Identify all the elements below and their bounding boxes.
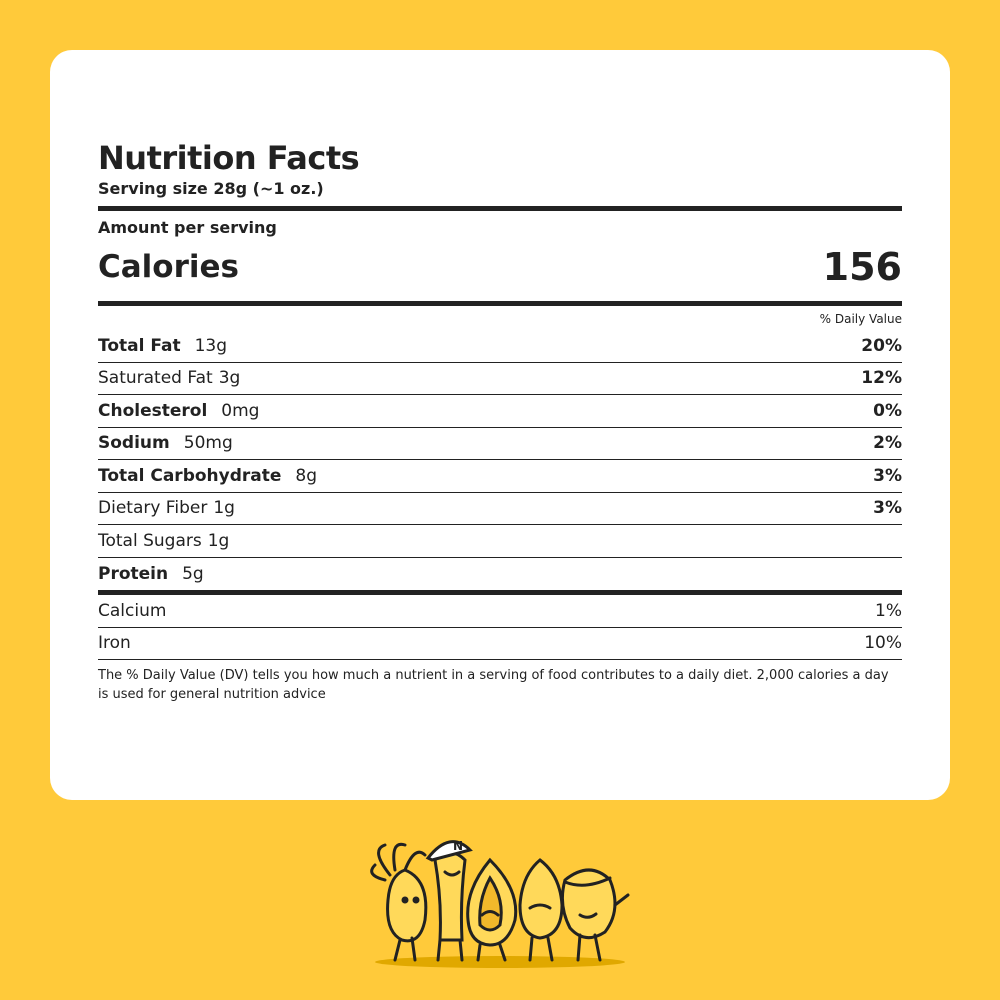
nutrient-cell: Total Sugars 1g bbox=[98, 531, 229, 551]
daily-value: 0% bbox=[873, 400, 902, 421]
nutrient-cell: Saturated Fat 3g bbox=[98, 368, 240, 388]
nutrition-label: Nutrition Facts Serving size 28g (~1 oz.… bbox=[98, 138, 902, 704]
nutrient-name: Total Sugars bbox=[98, 530, 202, 551]
daily-value: 10% bbox=[864, 633, 902, 654]
daily-value: 1% bbox=[875, 600, 902, 621]
nutrient-name: Cholesterol bbox=[98, 400, 208, 421]
nutrient-cell: Total Carbohydrate 8g bbox=[98, 466, 317, 486]
nutrients: Total Fat 13g 20% Saturated Fat 3g 12% Cholest… bbox=[98, 330, 902, 590]
minerals: Calcium 1% Iron 10% bbox=[98, 595, 902, 660]
nutrient-row: Cholesterol 0mg 0% bbox=[98, 395, 902, 428]
nutrient-name: Total Fat bbox=[98, 335, 181, 356]
mineral-row: Calcium 1% bbox=[98, 595, 902, 628]
svg-text:N: N bbox=[453, 839, 463, 853]
nutrient-amount: 8g bbox=[295, 465, 318, 486]
nutrient-row: Total Sugars 1g bbox=[98, 525, 902, 558]
nutrient-row: Protein 5g bbox=[98, 558, 902, 591]
nutrient-cell: Total Fat 13g bbox=[98, 336, 227, 356]
nutrient-amount: 13g bbox=[194, 335, 228, 356]
nutrient-cell: Protein 5g bbox=[98, 564, 204, 584]
nutrient-name: Sodium bbox=[98, 433, 170, 454]
calories-row: Calories 156 bbox=[98, 239, 902, 295]
nutrient-amount: 1g bbox=[213, 498, 235, 519]
nutrient-cell: Sodium 50mg bbox=[98, 433, 233, 453]
daily-value: 2% bbox=[873, 433, 902, 454]
nutrient-name: Protein bbox=[98, 563, 169, 584]
calories-label: Calories bbox=[98, 249, 239, 285]
footnote: The % Daily Value (DV) tells you how muc… bbox=[98, 668, 889, 702]
daily-value: 3% bbox=[873, 465, 902, 486]
nutrient-row: Dietary Fiber 1g 3% bbox=[98, 493, 902, 525]
serving-size: Serving size 28g (~1 oz.) bbox=[98, 179, 324, 198]
nutrient-cell: Dietary Fiber 1g bbox=[98, 498, 235, 518]
nutrient-cell: Cholesterol 0mg bbox=[98, 401, 259, 421]
mineral-name: Iron bbox=[98, 633, 131, 654]
nutrient-amount: 50mg bbox=[183, 433, 233, 454]
rule bbox=[98, 301, 902, 306]
nutrient-amount: 0mg bbox=[221, 400, 260, 421]
title: Nutrition Facts bbox=[98, 139, 360, 177]
nutrient-row: Sodium 50mg 2% bbox=[98, 428, 902, 460]
daily-value: 3% bbox=[873, 498, 902, 519]
nutrient-name: Total Carbohydrate bbox=[98, 465, 282, 486]
rule bbox=[98, 206, 902, 211]
calories-value: 156 bbox=[822, 245, 902, 289]
nutrient-row: Total Fat 13g 20% bbox=[98, 330, 902, 363]
mascots: N bbox=[370, 839, 630, 968]
nutrient-name: Saturated Fat bbox=[98, 368, 213, 389]
card: Nutrition Facts Serving size 28g (~1 oz.… bbox=[50, 50, 950, 800]
nutrient-amount: 5g bbox=[182, 563, 204, 584]
dv-header: % Daily Value bbox=[819, 312, 902, 326]
nutrient-amount: 3g bbox=[218, 368, 241, 389]
nutrient-amount: 1g bbox=[207, 530, 230, 551]
amount-per-serving: Amount per serving bbox=[98, 218, 277, 237]
daily-value: 20% bbox=[861, 335, 902, 356]
daily-value: 12% bbox=[861, 368, 902, 389]
nutrient-row: Saturated Fat 3g 12% bbox=[98, 363, 902, 395]
nutrient-name: Dietary Fiber bbox=[98, 498, 208, 519]
mascot-group: N bbox=[370, 839, 630, 968]
mineral-row: Iron 10% bbox=[98, 628, 902, 660]
nutrient-row: Total Carbohydrate 8g 3% bbox=[98, 460, 902, 493]
rule bbox=[98, 590, 902, 595]
mineral-name: Calcium bbox=[98, 600, 167, 621]
